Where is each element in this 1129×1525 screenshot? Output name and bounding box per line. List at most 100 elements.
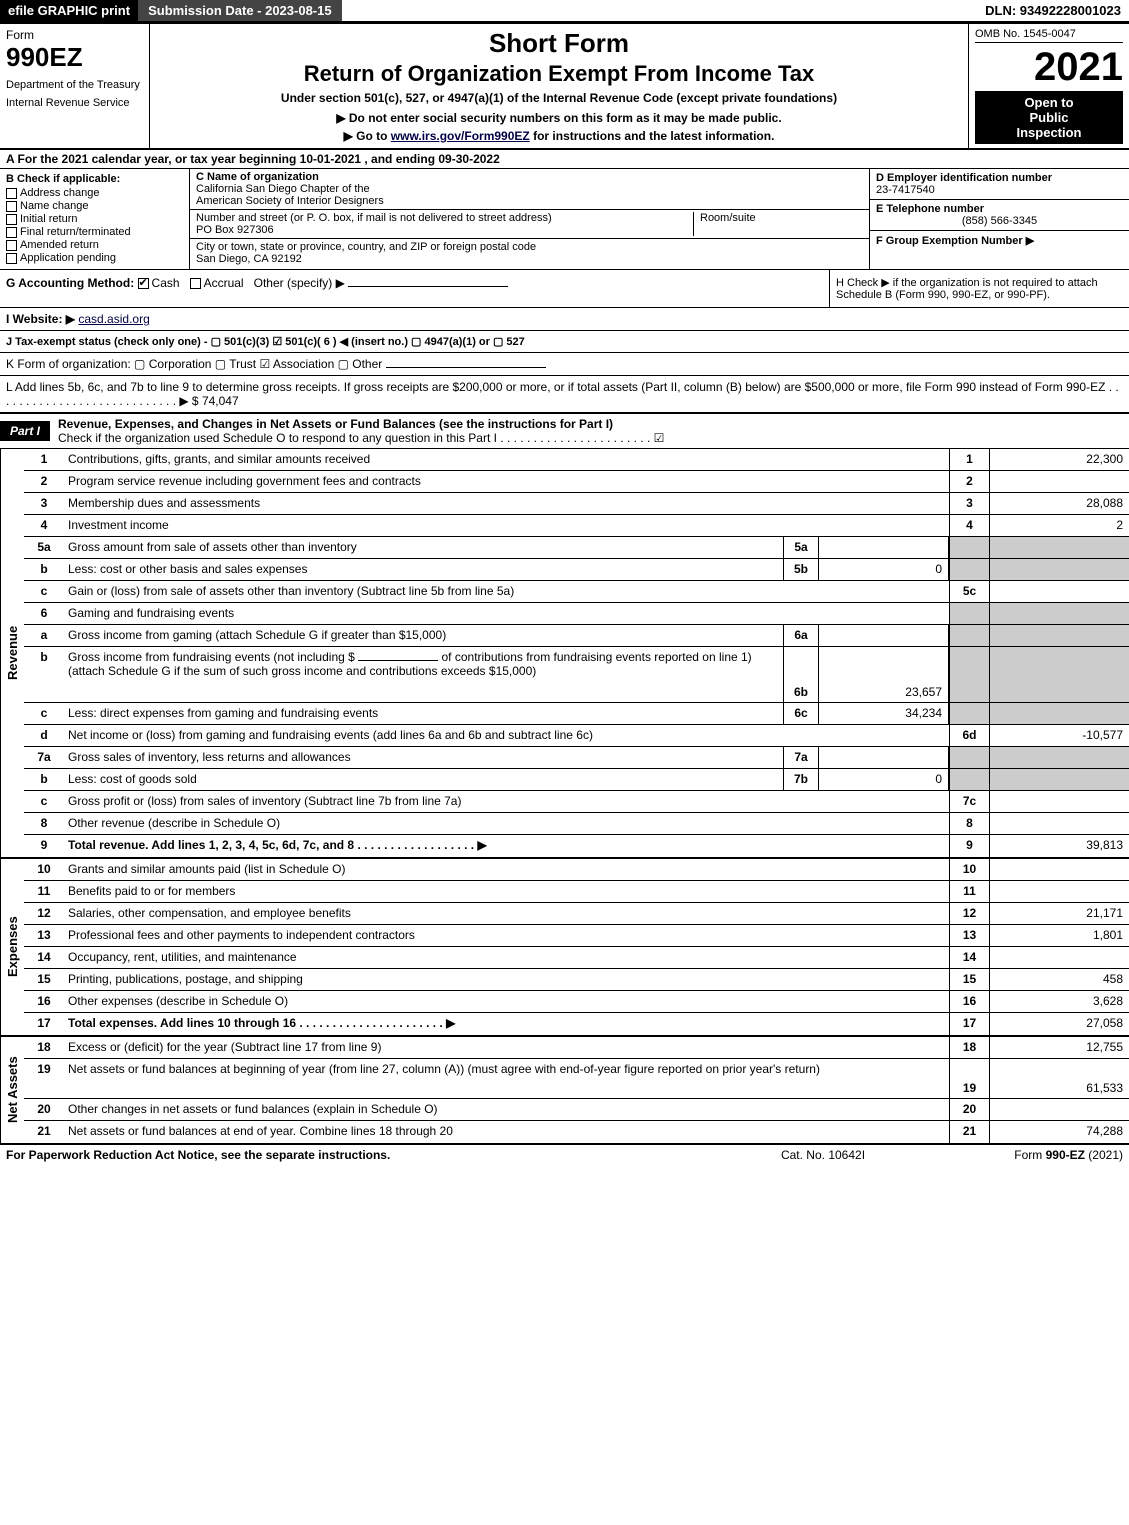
row-g: G Accounting Method: Cash Accrual Other … — [0, 270, 829, 307]
line-2: 2 Program service revenue including gove… — [24, 471, 1129, 493]
line-6b-blank[interactable] — [358, 660, 438, 661]
line-a-text: A For the 2021 calendar year, or tax yea… — [6, 152, 500, 166]
line-15: 15 Printing, publications, postage, and … — [24, 969, 1129, 991]
goto-post: for instructions and the latest informat… — [530, 129, 775, 143]
subtitle: Under section 501(c), 527, or 4947(a)(1)… — [158, 91, 960, 105]
part-1-header: Part I Revenue, Expenses, and Changes in… — [0, 414, 1129, 449]
line-3: 3 Membership dues and assessments 3 28,0… — [24, 493, 1129, 515]
row-i: I Website: ▶ casd.asid.org — [0, 308, 1129, 331]
line-5a: 5a Gross amount from sale of assets othe… — [24, 537, 1129, 559]
ein-value: 23-7417540 — [876, 184, 1123, 196]
line-6b: b Gross income from fundraising events (… — [24, 647, 1129, 703]
line-15-value: 458 — [989, 969, 1129, 990]
goto-note: ▶ Go to www.irs.gov/Form990EZ for instru… — [158, 129, 960, 143]
line-17-value: 27,058 — [989, 1013, 1129, 1035]
line-1-value: 22,300 — [989, 449, 1129, 470]
line-5b: b Less: cost or other basis and sales ex… — [24, 559, 1129, 581]
dept-irs: Internal Revenue Service — [6, 97, 143, 109]
cash-label: Cash — [152, 276, 180, 290]
tax-year: 2021 — [975, 47, 1123, 87]
line-10: 10 Grants and similar amounts paid (list… — [24, 859, 1129, 881]
open-to-public: Open to Public Inspection — [975, 91, 1123, 144]
revenue-lines: 1 Contributions, gifts, grants, and simi… — [24, 449, 1129, 857]
ein-label: D Employer identification number — [876, 172, 1123, 184]
inspect-2: Public — [977, 110, 1121, 125]
line-14: 14 Occupancy, rent, utilities, and maint… — [24, 947, 1129, 969]
chk-initial-return[interactable]: Initial return — [6, 213, 183, 225]
line-8: 8 Other revenue (describe in Schedule O)… — [24, 813, 1129, 835]
line-5b-value: 0 — [819, 559, 949, 580]
line-a: A For the 2021 calendar year, or tax yea… — [0, 150, 1129, 169]
revenue-section: Revenue 1 Contributions, gifts, grants, … — [0, 449, 1129, 859]
addr-label: Number and street (or P. O. box, if mail… — [196, 212, 693, 224]
addr-value: PO Box 927306 — [196, 224, 693, 236]
tel-value: (858) 566-3345 — [876, 215, 1123, 227]
line-5c-value — [989, 581, 1129, 602]
inspect-1: Open to — [977, 95, 1121, 110]
line-7c-value — [989, 791, 1129, 812]
header-right: OMB No. 1545-0047 2021 Open to Public In… — [969, 24, 1129, 148]
line-6b-value: 23,657 — [819, 647, 949, 702]
line-6a-value — [819, 625, 949, 646]
group-exemption-row: F Group Exemption Number ▶ — [870, 231, 1129, 250]
org-name-2: American Society of Interior Designers — [196, 195, 863, 207]
row-j: J Tax-exempt status (check only one) - ▢… — [0, 331, 1129, 353]
line-21: 21 Net assets or fund balances at end of… — [24, 1121, 1129, 1143]
footer-left: For Paperwork Reduction Act Notice, see … — [6, 1148, 723, 1162]
chk-application-pending[interactable]: Application pending — [6, 252, 183, 264]
expenses-lines: 10 Grants and similar amounts paid (list… — [24, 859, 1129, 1035]
block-bcd: B Check if applicable: Address change Na… — [0, 169, 1129, 270]
line-5c: c Gain or (loss) from sale of assets oth… — [24, 581, 1129, 603]
website-label: I Website: ▶ — [6, 312, 75, 326]
tel-label: E Telephone number — [876, 203, 1123, 215]
net-assets-section: Net Assets 18 Excess or (deficit) for th… — [0, 1037, 1129, 1145]
line-13: 13 Professional fees and other payments … — [24, 925, 1129, 947]
l-text: L Add lines 5b, 6c, and 7b to line 9 to … — [6, 380, 1119, 408]
row-k: K Form of organization: ▢ Corporation ▢ … — [0, 353, 1129, 376]
line-17: 17 Total expenses. Add lines 10 through … — [24, 1013, 1129, 1035]
row-gh: G Accounting Method: Cash Accrual Other … — [0, 270, 1129, 308]
part-1-label: Part I — [0, 421, 50, 441]
line-2-value — [989, 471, 1129, 492]
net-assets-tab: Net Assets — [0, 1037, 24, 1143]
line-9-value: 39,813 — [989, 835, 1129, 857]
efile-label[interactable]: efile GRAPHIC print — [0, 0, 138, 21]
other-field[interactable] — [348, 286, 508, 287]
line-11-value — [989, 881, 1129, 902]
line-21-value: 74,288 — [989, 1121, 1129, 1143]
row-h: H Check ▶ if the organization is not req… — [829, 270, 1129, 307]
website-link[interactable]: casd.asid.org — [78, 312, 149, 326]
line-19-value: 61,533 — [989, 1059, 1129, 1098]
line-6a: a Gross income from gaming (attach Sched… — [24, 625, 1129, 647]
omb-number: OMB No. 1545-0047 — [975, 28, 1123, 43]
k-text: K Form of organization: ▢ Corporation ▢ … — [6, 357, 382, 371]
chk-cash[interactable] — [138, 278, 149, 289]
line-6c-value: 34,234 — [819, 703, 949, 724]
line-7b-value: 0 — [819, 769, 949, 790]
chk-name-change[interactable]: Name change — [6, 200, 183, 212]
line-20: 20 Other changes in net assets or fund b… — [24, 1099, 1129, 1121]
chk-amended-return[interactable]: Amended return — [6, 239, 183, 251]
footer-right: Form 990-EZ (2021) — [923, 1148, 1123, 1162]
line-9: 9 Total revenue. Add lines 1, 2, 3, 4, 5… — [24, 835, 1129, 857]
chk-accrual[interactable] — [190, 278, 201, 289]
line-7a-value — [819, 747, 949, 768]
group-exemption-label: F Group Exemption Number ▶ — [876, 234, 1123, 247]
box-b-header: B Check if applicable: — [6, 173, 183, 185]
topbar-spacer — [342, 0, 978, 21]
line-5a-value — [819, 537, 949, 558]
city-value: San Diego, CA 92192 — [196, 253, 863, 265]
line-3-value: 28,088 — [989, 493, 1129, 514]
goto-pre: ▶ Go to — [344, 129, 391, 143]
ssn-note: ▶ Do not enter social security numbers o… — [158, 111, 960, 125]
line-4: 4 Investment income 4 2 — [24, 515, 1129, 537]
line-11: 11 Benefits paid to or for members 11 — [24, 881, 1129, 903]
city-row: City or town, state or province, country… — [190, 239, 869, 267]
org-name-1: California San Diego Chapter of the — [196, 183, 863, 195]
line-18-value: 12,755 — [989, 1037, 1129, 1058]
k-other-field[interactable] — [386, 367, 546, 368]
chk-final-return[interactable]: Final return/terminated — [6, 226, 183, 238]
chk-address-change[interactable]: Address change — [6, 187, 183, 199]
irs-link[interactable]: www.irs.gov/Form990EZ — [391, 129, 530, 143]
org-name-row: C Name of organization California San Di… — [190, 169, 869, 210]
